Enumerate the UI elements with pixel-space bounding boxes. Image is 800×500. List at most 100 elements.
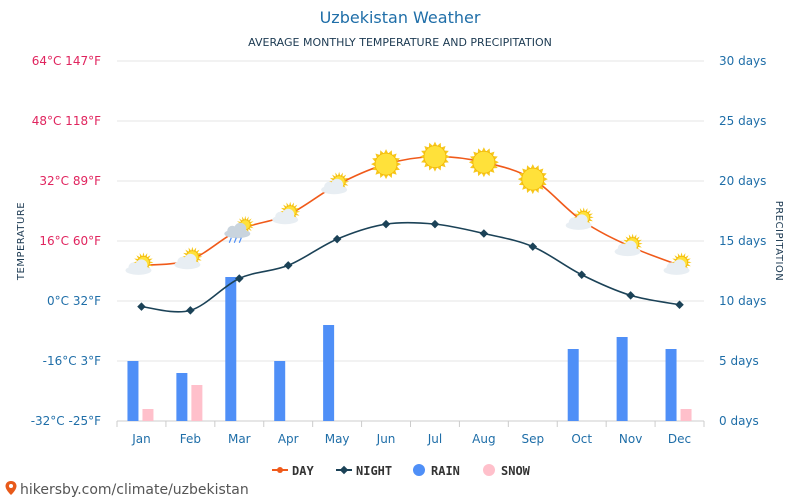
chart-subtitle: AVERAGE MONTHLY TEMPERATURE AND PRECIPIT… bbox=[248, 36, 552, 49]
cloud-puff bbox=[234, 222, 247, 235]
rain-bar bbox=[225, 277, 237, 421]
x-tick-label: Mar bbox=[228, 432, 251, 446]
snow-bar bbox=[680, 409, 692, 421]
chart-title: Uzbekistan Weather bbox=[320, 8, 481, 27]
partly-cloudy-icon bbox=[663, 252, 692, 275]
cloud-puff bbox=[575, 214, 588, 227]
sun-disc bbox=[472, 150, 496, 174]
day-line bbox=[141, 155, 680, 267]
snow-bar bbox=[191, 385, 203, 421]
cloud-puff bbox=[184, 253, 197, 266]
night-point bbox=[626, 291, 635, 300]
x-tick-label: Sep bbox=[521, 432, 544, 446]
legend-item-snow[interactable]: SNOW bbox=[483, 464, 531, 478]
partly-cloudy-icon bbox=[614, 233, 643, 257]
x-tick-label: Feb bbox=[180, 432, 201, 446]
rain-bar bbox=[323, 325, 335, 421]
cloud-puff bbox=[673, 259, 686, 272]
sun-icon bbox=[371, 149, 402, 180]
location-pin-icon bbox=[5, 481, 17, 495]
sun-icon bbox=[468, 147, 499, 178]
sun-disc bbox=[374, 152, 398, 176]
right-axis-label: PRECIPITATION bbox=[773, 201, 784, 282]
lines-layer bbox=[137, 154, 684, 315]
legend-item-day[interactable]: DAY bbox=[272, 464, 314, 478]
sun-disc bbox=[521, 167, 545, 191]
night-point bbox=[332, 234, 342, 244]
rain-drop bbox=[233, 237, 237, 243]
sun-icon bbox=[517, 164, 548, 195]
legend-label: DAY bbox=[292, 464, 314, 478]
x-tick-label: Aug bbox=[472, 432, 495, 446]
legend-label: SNOW bbox=[501, 464, 531, 478]
left-tick-label: -16°C 3°F bbox=[43, 354, 101, 368]
partly-cloudy-icon bbox=[125, 252, 154, 275]
x-tick-label: Jul bbox=[427, 432, 442, 446]
rain-bar bbox=[616, 337, 628, 421]
right-tick-label: 15 days bbox=[719, 234, 766, 248]
x-axis-ticks: Jan Feb Mar Apr May Jun Jul Aug Sep Oct Nov Dec bbox=[131, 432, 691, 446]
x-tick-label: Jun bbox=[376, 432, 396, 446]
grid-lines bbox=[116, 60, 705, 427]
sun-icon bbox=[419, 141, 450, 172]
legend-marker bbox=[277, 467, 283, 473]
rain-bar bbox=[127, 361, 139, 421]
rain-cloud-icon bbox=[224, 215, 255, 243]
rain-bar bbox=[665, 349, 677, 421]
source-link[interactable]: hikersby.com/climate/uzbekistan bbox=[20, 482, 249, 498]
bars-layer bbox=[127, 277, 692, 421]
left-tick-label: -32°C -25°F bbox=[31, 414, 101, 428]
night-point bbox=[137, 302, 146, 311]
legend-item-rain[interactable]: RAIN bbox=[413, 464, 460, 478]
night-point bbox=[528, 242, 538, 251]
left-axis-label: TEMPERATURE bbox=[16, 202, 27, 281]
left-tick-label: 16°C 60°F bbox=[39, 234, 101, 248]
night-point bbox=[186, 306, 195, 315]
x-tick-label: May bbox=[325, 432, 350, 446]
night-point bbox=[577, 270, 586, 279]
left-tick-label: 32°C 89°F bbox=[39, 174, 101, 188]
x-tick-label: Oct bbox=[571, 432, 592, 446]
cloud-puff bbox=[135, 259, 148, 272]
right-tick-label: 20 days bbox=[719, 174, 766, 188]
right-tick-label: 30 days bbox=[719, 54, 766, 68]
x-tick-label: Dec bbox=[668, 432, 691, 446]
left-tick-label: 64°C 147°F bbox=[32, 54, 101, 68]
rain-drop bbox=[238, 237, 242, 243]
legend-label: RAIN bbox=[431, 464, 460, 478]
legend-marker bbox=[339, 465, 349, 475]
left-tick-label: 48°C 118°F bbox=[32, 114, 101, 128]
partly-cloudy-icon bbox=[321, 171, 350, 195]
rain-bar bbox=[567, 349, 579, 421]
legend-label: NIGHT bbox=[356, 464, 392, 478]
night-point bbox=[675, 300, 684, 309]
rain-bar bbox=[274, 361, 286, 421]
partly-cloudy-icon bbox=[272, 201, 301, 225]
x-tick-label: Apr bbox=[278, 432, 299, 446]
night-point bbox=[479, 229, 489, 238]
cloud-puff bbox=[282, 208, 295, 221]
night-point bbox=[235, 274, 244, 283]
source-credit[interactable]: hikersby.com/climate/uzbekistan bbox=[5, 481, 249, 498]
rain-drop bbox=[228, 237, 232, 243]
cloud-puff bbox=[624, 240, 637, 253]
rain-bar bbox=[176, 373, 188, 421]
sun-disc bbox=[423, 145, 447, 169]
night-point bbox=[381, 219, 391, 229]
partly-cloudy-icon bbox=[565, 207, 594, 230]
right-tick-label: 10 days bbox=[719, 294, 766, 308]
legend-swatch bbox=[483, 464, 495, 476]
legend: DAY NIGHT RAIN SNOW bbox=[272, 464, 531, 478]
night-line bbox=[141, 221, 680, 313]
night-point bbox=[430, 219, 440, 229]
night-point bbox=[283, 261, 293, 270]
right-axis-ticks: 30 days 25 days 20 days 15 days 10 days 5 day… bbox=[719, 54, 766, 428]
x-tick-label: Jan bbox=[131, 432, 151, 446]
left-tick-label: 0°C 32°F bbox=[47, 294, 101, 308]
right-tick-label: 25 days bbox=[719, 114, 766, 128]
weather-icons-layer bbox=[125, 141, 692, 275]
snow-bar bbox=[142, 409, 154, 421]
x-tick-label: Nov bbox=[619, 432, 642, 446]
legend-item-night[interactable]: NIGHT bbox=[336, 464, 392, 478]
